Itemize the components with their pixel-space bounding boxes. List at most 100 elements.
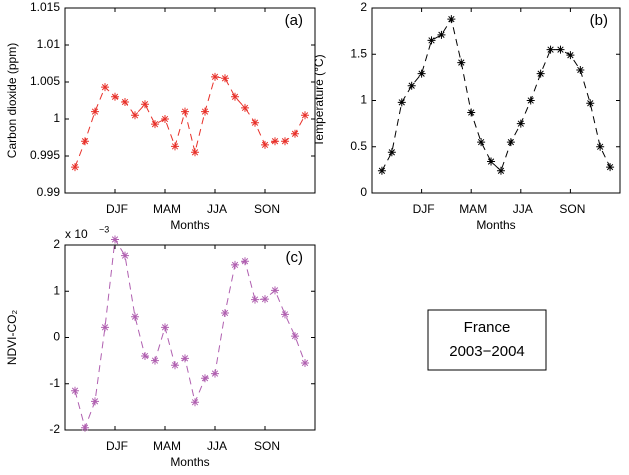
asterisk-marker: [576, 65, 585, 74]
asterisk-marker: [291, 129, 299, 138]
asterisk-marker: [271, 137, 279, 146]
asterisk-marker: [606, 163, 615, 172]
asterisk-marker: [427, 36, 436, 45]
asterisk-marker: [447, 15, 456, 24]
x-tick-label: SON: [254, 202, 280, 216]
asterisk-marker: [231, 260, 239, 269]
asterisk-marker: [211, 72, 219, 81]
y-tick-label: 1: [53, 111, 60, 125]
asterisk-marker: [91, 397, 99, 406]
asterisk-marker: [536, 69, 545, 78]
asterisk-marker: [181, 107, 189, 116]
asterisk-marker: [221, 308, 229, 317]
y-axis-label: Carbon dioxide (ppm): [5, 43, 19, 158]
asterisk-marker: [251, 118, 259, 127]
panel-label: (c): [286, 249, 304, 266]
asterisk-marker: [546, 45, 555, 54]
y-tick-label: -1: [49, 376, 60, 390]
asterisk-marker: [181, 354, 189, 363]
asterisk-marker: [161, 115, 169, 123]
asterisk-marker: [121, 251, 129, 260]
asterisk-marker: [111, 92, 119, 101]
asterisk-marker: [91, 107, 99, 116]
x-tick-label: DJF: [106, 439, 128, 453]
x-tick-label: SON: [559, 202, 585, 216]
panel-label: (b): [590, 12, 608, 29]
asterisk-marker: [171, 142, 179, 151]
annotation-line: 2003−2004: [449, 343, 525, 360]
asterisk-marker: [71, 163, 79, 172]
y-axis-label: NDVI-CO₂: [5, 309, 19, 365]
asterisk-marker: [211, 369, 219, 378]
asterisk-marker: [506, 138, 515, 147]
x-tick-label: MAM: [153, 439, 181, 453]
asterisk-marker: [417, 69, 426, 78]
y-axis-label: Temperature (°C): [312, 54, 326, 146]
x-axis-label: Months: [170, 218, 209, 232]
data-line: [74, 237, 306, 430]
asterisk-marker: [271, 286, 279, 295]
asterisk-marker: [131, 312, 139, 321]
y-tick-label: 1.5: [350, 46, 367, 60]
asterisk-marker: [516, 119, 525, 128]
asterisk-marker: [141, 100, 149, 109]
y-tick-label: 0: [53, 330, 60, 344]
asterisk-marker: [141, 352, 149, 360]
y-tick-label: 0.995: [30, 148, 60, 162]
asterisk-marker: [301, 358, 309, 367]
axes-box: [64, 7, 316, 194]
asterisk-marker: [251, 295, 259, 304]
asterisk-marker: [586, 99, 595, 108]
asterisk-marker: [101, 323, 109, 332]
data-line: [74, 76, 306, 168]
asterisk-marker: [566, 51, 575, 60]
asterisk-marker: [281, 310, 289, 319]
x-tick-label: JJA: [207, 439, 227, 453]
asterisk-marker: [407, 81, 416, 90]
asterisk-marker: [151, 120, 159, 129]
asterisk-marker: [71, 386, 79, 395]
asterisk-marker: [596, 142, 605, 151]
asterisk-marker: [201, 374, 209, 383]
asterisk-marker: [221, 74, 229, 83]
x-tick-label: JJA: [513, 202, 533, 216]
asterisk-marker: [231, 92, 239, 101]
asterisk-marker: [191, 398, 199, 407]
asterisk-marker: [101, 83, 109, 92]
y-tick-label: 1: [53, 283, 60, 297]
asterisk-marker: [437, 30, 446, 39]
annotation-line: France: [464, 319, 511, 336]
y-tick-label: 2: [360, 0, 367, 14]
x-tick-label: JJA: [207, 202, 227, 216]
y-tick-label: 0: [360, 185, 367, 199]
y-multiplier-exponent: −3: [99, 224, 109, 234]
asterisk-marker: [291, 332, 299, 341]
asterisk-marker: [81, 423, 89, 432]
x-tick-label: MAM: [153, 202, 181, 216]
asterisk-marker: [487, 157, 496, 166]
asterisk-marker: [151, 356, 159, 365]
asterisk-marker: [281, 137, 289, 146]
asterisk-marker: [477, 138, 486, 147]
data-line: [381, 17, 611, 172]
asterisk-marker: [397, 98, 406, 107]
y-multiplier: x 10: [65, 227, 88, 241]
asterisk-marker: [467, 108, 476, 117]
x-axis-label: Months: [476, 218, 515, 232]
x-tick-label: DJF: [413, 202, 435, 216]
asterisk-marker: [121, 97, 129, 106]
asterisk-marker: [81, 137, 89, 146]
asterisk-marker: [301, 111, 309, 120]
asterisk-marker: [457, 58, 466, 67]
asterisk-marker: [191, 148, 199, 157]
asterisk-marker: [556, 45, 565, 54]
x-tick-label: SON: [254, 439, 280, 453]
x-axis-label: Months: [170, 455, 209, 469]
y-tick-label: 1.015: [30, 0, 60, 14]
axes-box: [371, 7, 621, 194]
y-tick-label: -2: [49, 422, 60, 436]
y-tick-label: 0.5: [350, 139, 367, 153]
asterisk-marker: [111, 235, 119, 244]
asterisk-marker: [526, 96, 535, 105]
